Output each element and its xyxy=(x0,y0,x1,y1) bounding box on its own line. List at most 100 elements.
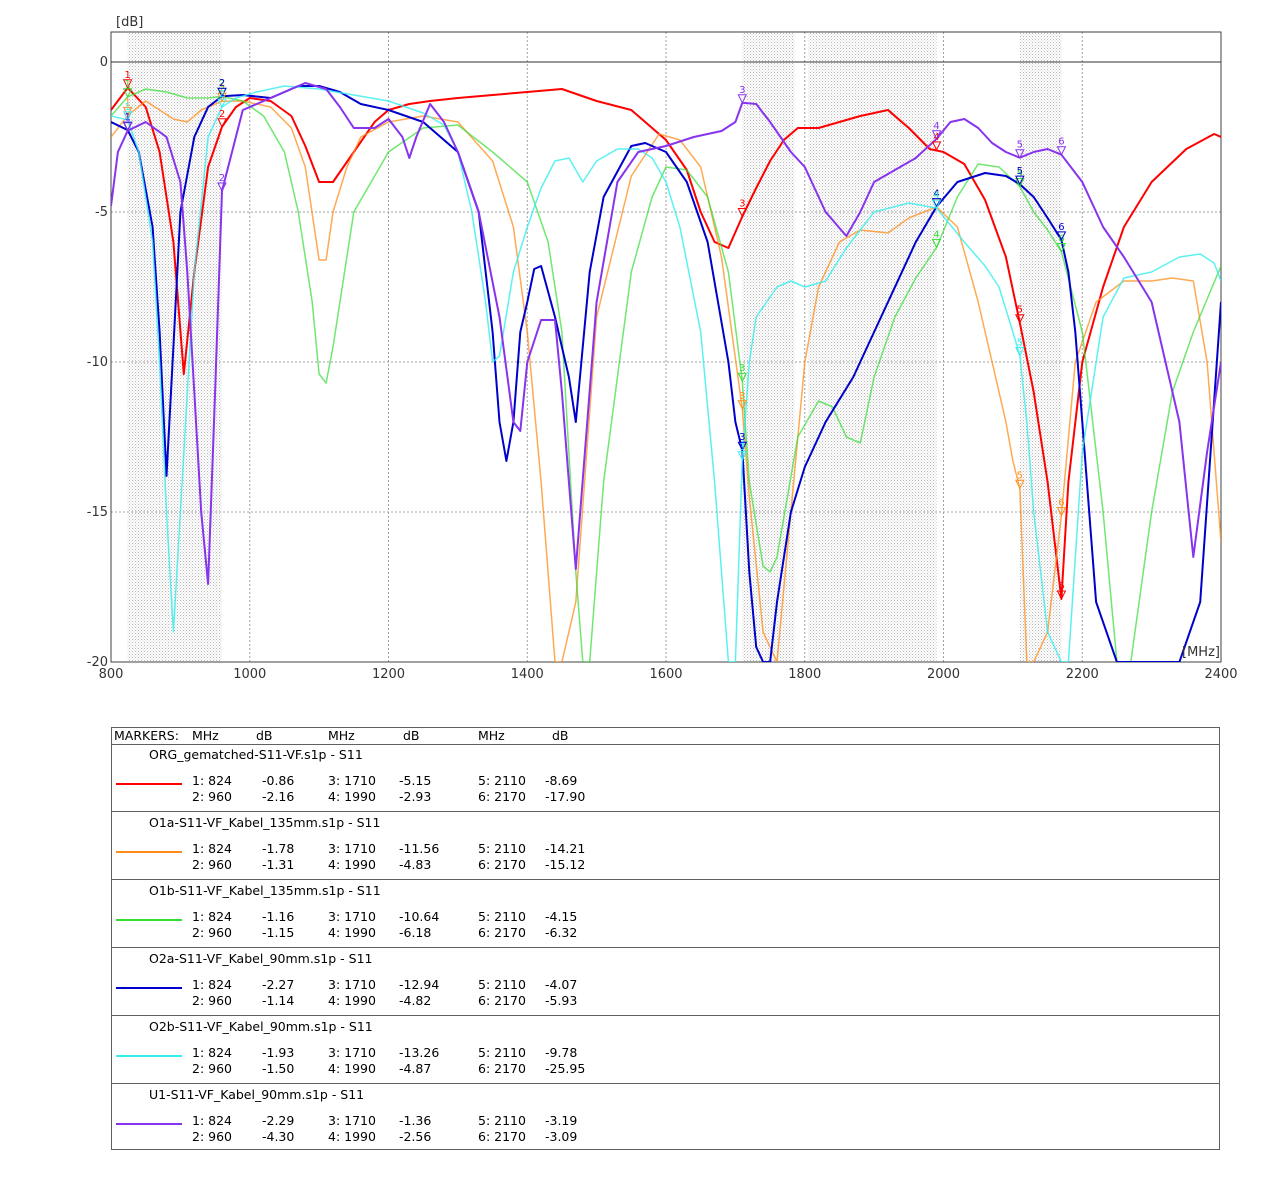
marker-number: 6 xyxy=(1058,498,1064,509)
marker-freq: 5: 2110 xyxy=(478,773,526,788)
marker-block: O1a-S11-VF_Kabel_135mm.s1p - S11 1: 824 -1… xyxy=(112,812,1219,880)
marker-number: 4 xyxy=(933,189,939,200)
marker-freq: 1: 824 xyxy=(192,773,232,788)
marker-number: 6 xyxy=(1058,137,1064,148)
header-mhz-1: MHz xyxy=(192,728,219,743)
y-tick-label: -15 xyxy=(87,505,108,520)
marker-number: 5 xyxy=(1017,166,1023,177)
header-mhz-3: MHz xyxy=(478,728,505,743)
series-swatch xyxy=(116,919,182,921)
marker-number: 2 xyxy=(219,109,225,120)
x-tick-label: 2400 xyxy=(1204,667,1237,682)
marker-triangle xyxy=(737,400,748,410)
marker-freq: 2: 960 xyxy=(192,1129,232,1144)
marker-block-title: ORG_gematched-S11-VF.s1p - S11 xyxy=(149,747,363,762)
marker-freq: 6: 2170 xyxy=(478,857,526,872)
marker-block-title: O2b-S11-VF_Kabel_90mm.s1p - S11 xyxy=(149,1019,373,1034)
marker-triangle xyxy=(931,199,942,210)
x-tick-label: 1200 xyxy=(372,667,405,682)
marker-value: -6.18 xyxy=(399,925,432,940)
marker-number: 1 xyxy=(124,79,130,90)
marker-value: -2.27 xyxy=(262,977,295,992)
series-line-4 xyxy=(111,85,1221,662)
marker-triangle xyxy=(122,88,133,98)
series-line-5 xyxy=(111,82,1221,585)
marker-value: -1.78 xyxy=(262,841,295,856)
marker-triangle xyxy=(1056,231,1067,242)
frequency-bands xyxy=(127,32,1062,662)
marker-triangle xyxy=(1015,346,1025,357)
marker-freq: 5: 2110 xyxy=(478,977,526,992)
marker-triangle xyxy=(217,87,227,98)
marker-block-title: O1a-S11-VF_Kabel_135mm.s1p - S11 xyxy=(149,815,381,830)
marker-number: 1 xyxy=(124,97,130,108)
marker-value: -9.78 xyxy=(545,1045,578,1060)
x-tick-label: 1400 xyxy=(511,667,544,682)
marker-freq: 2: 960 xyxy=(192,857,232,872)
marker-triangle xyxy=(1015,149,1025,159)
band-3 xyxy=(1019,32,1062,662)
marker-block-title: U1-S11-VF_Kabel_90mm.s1p - S11 xyxy=(149,1087,365,1102)
marker-freq: 2: 960 xyxy=(192,993,232,1008)
marker-block: ORG_gematched-S11-VF.s1p - S11 1: 824 -0.8… xyxy=(112,744,1219,812)
x-tick-label: 2000 xyxy=(927,667,960,682)
band-1 xyxy=(742,32,795,662)
x-tick-label: 1600 xyxy=(649,667,682,682)
marker-freq: 1: 824 xyxy=(192,1113,232,1128)
marker-value: -2.16 xyxy=(262,789,295,804)
y-tick-label: 0 xyxy=(100,55,108,70)
header-db-1: dB xyxy=(256,728,273,743)
marker-triangle xyxy=(217,92,227,103)
x-tick-label: 2200 xyxy=(1066,667,1099,682)
x-tick-label: 800 xyxy=(99,667,124,682)
marker-value: -4.15 xyxy=(545,909,578,924)
x-axis-label: [MHz] xyxy=(1182,645,1220,660)
marker-freq: 6: 2170 xyxy=(478,1061,526,1076)
marker-triangle xyxy=(1056,507,1067,517)
marker-freq: 3: 1710 xyxy=(328,841,376,856)
y-tick-label: -5 xyxy=(95,205,108,220)
series-layer xyxy=(111,82,1221,662)
axis-ticks: 800 1000 1200 1400 1600 1800 2000 2200 2400 0 -5 -1… xyxy=(87,55,1238,682)
marker-number: 4 xyxy=(933,190,939,201)
y-tick-label: -20 xyxy=(87,655,108,670)
marker-number: 4 xyxy=(933,189,939,200)
marker-value: -3.09 xyxy=(545,1129,578,1144)
marker-triangle xyxy=(737,451,748,461)
band-2 xyxy=(808,32,937,662)
marker-triangle xyxy=(737,441,748,452)
marker-freq: 5: 2110 xyxy=(478,909,526,924)
marker-value: -5.15 xyxy=(399,773,432,788)
marker-value: -1.50 xyxy=(262,1061,295,1076)
marker-value: -6.32 xyxy=(545,925,578,940)
marker-number: 4 xyxy=(933,121,939,132)
marker-value: -1.31 xyxy=(262,857,295,872)
marker-freq: 1: 824 xyxy=(192,841,232,856)
markers-header: MARKERS: MHz dB MHz dB MHz dB xyxy=(112,728,1219,745)
marker-freq: 4: 1990 xyxy=(328,925,376,940)
marker-freq: 6: 2170 xyxy=(478,1129,526,1144)
marker-value: -1.14 xyxy=(262,993,295,1008)
marker-number: 2 xyxy=(219,173,225,184)
marker-block-title: O1b-S11-VF_Kabel_135mm.s1p - S11 xyxy=(149,883,381,898)
marker-triangle xyxy=(737,94,748,104)
marker-value: -10.64 xyxy=(399,909,440,924)
marker-triangle xyxy=(1056,590,1067,601)
marker-number: 1 xyxy=(124,102,130,113)
marker-value: -4.30 xyxy=(262,1129,295,1144)
grid-lines xyxy=(111,32,1221,662)
marker-triangle xyxy=(122,79,133,89)
marker-freq: 6: 2170 xyxy=(478,993,526,1008)
marker-number: 1 xyxy=(124,113,130,124)
marker-triangle xyxy=(931,130,942,140)
marker-block: O1b-S11-VF_Kabel_135mm.s1p - S11 1: 824 -1… xyxy=(112,880,1219,948)
marker-value: -2.93 xyxy=(399,789,432,804)
marker-freq: 6: 2170 xyxy=(478,925,526,940)
marker-number: 4 xyxy=(933,229,939,240)
marker-number: 1 xyxy=(124,70,130,81)
marker-value: -17.90 xyxy=(545,789,586,804)
marker-freq: 2: 960 xyxy=(192,789,232,804)
marker-value: -3.19 xyxy=(545,1113,578,1128)
marker-block-title: O2a-S11-VF_Kabel_90mm.s1p - S11 xyxy=(149,951,373,966)
